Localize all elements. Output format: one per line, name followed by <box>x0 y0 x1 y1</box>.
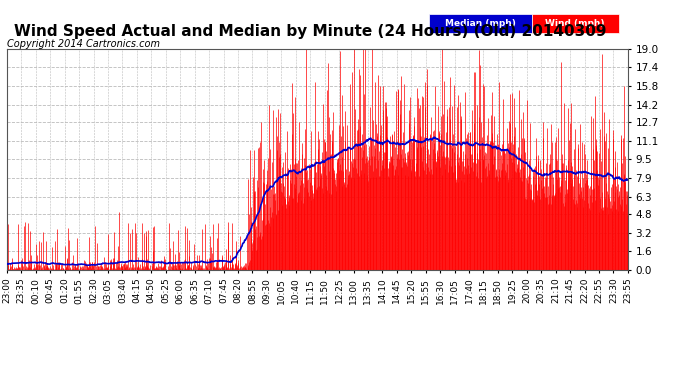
Text: Wind Speed Actual and Median by Minute (24 Hours) (Old) 20140309: Wind Speed Actual and Median by Minute (… <box>14 24 607 39</box>
FancyBboxPatch shape <box>531 15 619 33</box>
Text: Wind (mph): Wind (mph) <box>545 20 605 28</box>
Text: Copyright 2014 Cartronics.com: Copyright 2014 Cartronics.com <box>7 39 160 50</box>
Text: Median (mph): Median (mph) <box>445 20 516 28</box>
FancyBboxPatch shape <box>429 15 531 33</box>
